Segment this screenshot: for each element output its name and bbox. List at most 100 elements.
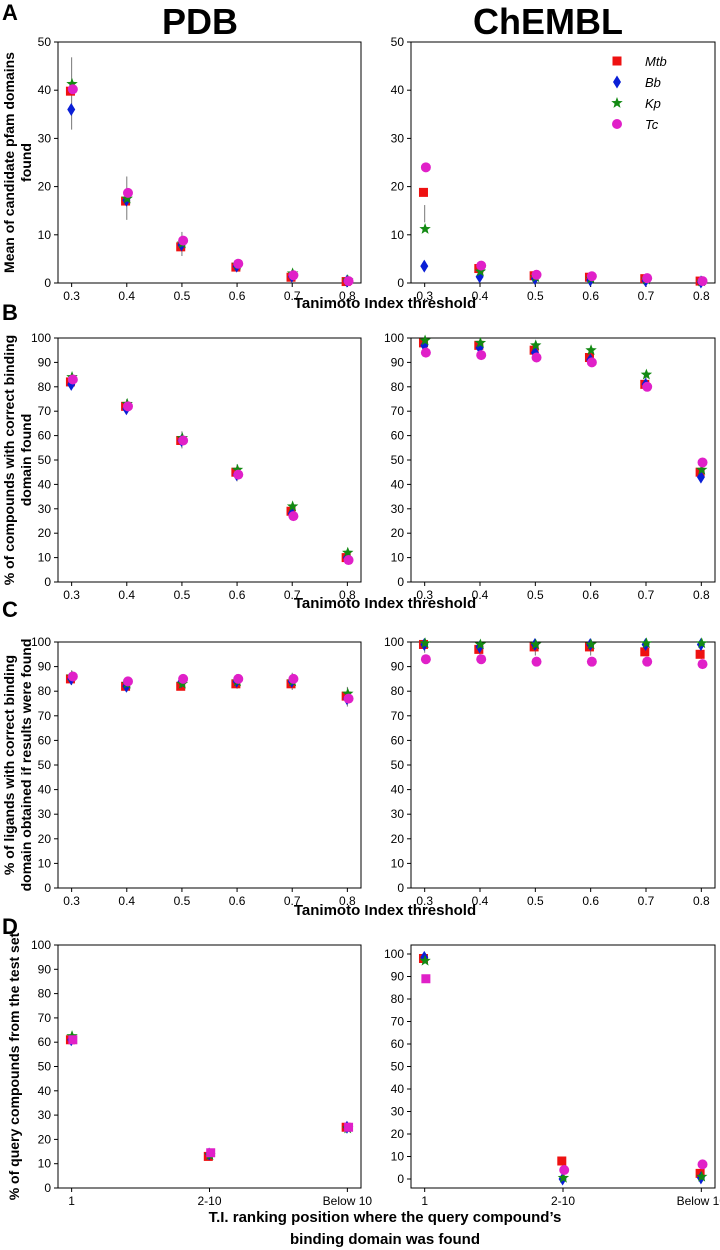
point-kp (530, 638, 542, 650)
x-tick-label: 0.3 (416, 894, 433, 908)
point-tc (67, 84, 78, 95)
legend-marker-tc (612, 119, 622, 129)
x-tick-label: 0.3 (63, 894, 80, 908)
y-tick-label: 100 (31, 635, 51, 649)
point-tc (178, 435, 189, 446)
y-tick-label: 50 (38, 453, 52, 467)
y-tick-label: 0 (397, 276, 404, 290)
y-tick-label: 50 (391, 35, 405, 49)
point-tc (233, 673, 244, 684)
y-tick-label: 0 (397, 881, 404, 895)
y-axis-label: domain obtained if results were found (18, 639, 34, 892)
y-tick-label: 50 (391, 758, 405, 772)
y-axis-label: Mean of candidate pfam domains (1, 52, 17, 273)
y-tick-label: 0 (397, 575, 404, 589)
x-tick-label: 0.3 (63, 588, 80, 602)
plot-frame (410, 641, 716, 889)
y-tick-label: 20 (391, 526, 405, 540)
point-tc (67, 374, 78, 385)
x-tick-label: 0.5 (527, 894, 544, 908)
x-axis-label: Tanimoto Index threshold (294, 902, 476, 919)
x-tick-label: 0.8 (693, 894, 710, 908)
point-kp (66, 77, 78, 89)
point-tc (420, 347, 431, 358)
legend-label-tc: Tc (645, 117, 659, 132)
point-tc (343, 693, 354, 704)
x-tick-label: 0.7 (284, 289, 301, 303)
y-tick-label: 10 (391, 551, 405, 565)
point-mtb (640, 647, 650, 657)
point-kp (474, 638, 487, 650)
y-tick-label: 10 (38, 551, 52, 565)
panel-letter-d: D (2, 914, 18, 939)
point-tc (343, 276, 354, 287)
y-tick-label: 70 (38, 404, 52, 418)
point-tc (420, 162, 431, 173)
y-tick-label: 20 (38, 526, 52, 540)
x-tick-label: 0.7 (638, 588, 655, 602)
y-tick-label: 10 (391, 228, 405, 242)
chart-b-chembl: 0 10 20 30 40 50 60 70 80 90 100 0.3 0.4 0.5 0.6 0.7 0.8 (384, 331, 716, 602)
x-tick-label: 0.8 (693, 588, 710, 602)
x-tick-label: 0.4 (118, 289, 135, 303)
point-mtb (695, 649, 705, 659)
y-tick-label: 90 (391, 355, 405, 369)
legend-marker-kp (611, 97, 623, 108)
point-kp (419, 223, 431, 234)
point-tc (288, 511, 299, 522)
y-axis-label: % of compounds with correct binding (1, 335, 17, 585)
point-kp (696, 637, 708, 649)
point-tc (642, 381, 653, 392)
y-tick-label: 60 (38, 733, 52, 747)
x-tick-label: 0.5 (527, 289, 544, 303)
y-tick-label: 100 (31, 331, 51, 345)
chart-d-pdb: 0 10 20 30 40 50 60 70 80 90 100 1 2-10 Below 10 % of … (6, 932, 372, 1208)
x-tick-label: 0.7 (638, 289, 655, 303)
plot-frame (57, 41, 362, 284)
point-kp (474, 336, 487, 348)
y-tick-label: 30 (38, 131, 52, 145)
y-tick-label: 20 (391, 180, 405, 194)
legend-marker-bb (613, 75, 621, 89)
y-tick-label: 20 (391, 832, 405, 846)
y-tick-label: 30 (38, 1108, 52, 1122)
x-tick-label: 0.8 (339, 588, 356, 602)
legend-label-kp: Kp (645, 96, 661, 111)
x-tick-label: 0.7 (284, 894, 301, 908)
y-tick-label: 20 (38, 1132, 52, 1146)
y-tick-label: 70 (38, 1011, 52, 1025)
y-tick-label: 10 (38, 228, 52, 242)
y-tick-label: 10 (38, 1157, 52, 1171)
point-kp (342, 546, 354, 558)
y-tick-label: 60 (38, 429, 52, 443)
y-tick-label: 30 (391, 502, 405, 516)
point-kp (419, 954, 431, 966)
y-tick-label: 80 (391, 992, 405, 1006)
x-tick-label: 0.3 (416, 289, 433, 303)
x-tick-label: 2-10 (551, 1194, 575, 1208)
y-tick-label: 90 (38, 355, 52, 369)
point-tc (476, 260, 487, 271)
x-axis-label: Tanimoto Index threshold (294, 595, 476, 612)
y-tick-label: 30 (38, 502, 52, 516)
point-kp (696, 463, 708, 475)
y-tick-label: 50 (38, 35, 52, 49)
point-tc (343, 555, 354, 566)
y-tick-label: 30 (391, 807, 405, 821)
y-tick-label: 50 (391, 453, 405, 467)
point-kp (474, 265, 487, 277)
point-tc (288, 270, 299, 281)
point-kp (585, 638, 597, 650)
y-tick-label: 80 (38, 684, 52, 698)
point-tc (178, 673, 189, 684)
y-tick-label: 50 (391, 1060, 405, 1074)
y-tick-label: 40 (38, 783, 52, 797)
y-tick-label: 20 (38, 180, 52, 194)
point-kp (640, 368, 653, 380)
point-bb (420, 259, 429, 273)
point-tc (697, 276, 708, 287)
x-tick-label: 0.3 (63, 289, 80, 303)
x-tick-label: 0.5 (174, 894, 191, 908)
